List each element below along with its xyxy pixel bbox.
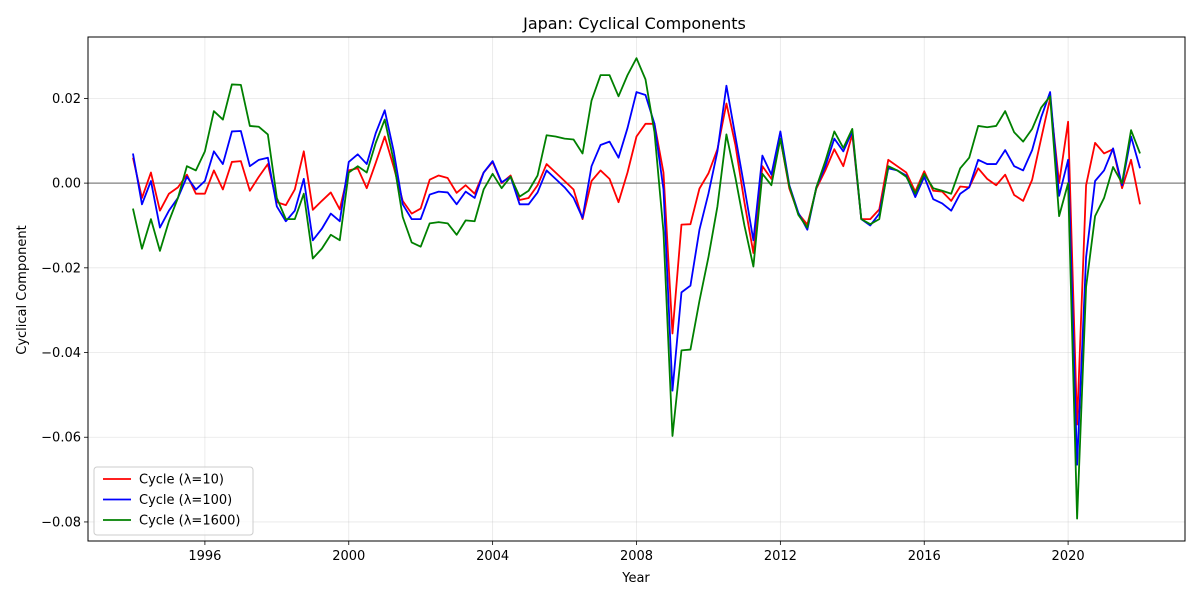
y-tick-label: −0.06 (41, 431, 81, 446)
y-tick-label: 0.02 (52, 92, 81, 107)
x-tick-label: 2012 (764, 549, 797, 564)
y-axis-title: Cyclical Component (15, 225, 30, 354)
series-lines (132, 57, 1141, 520)
series-line-2 (132, 84, 1141, 466)
legend-label: Cycle (λ=10) (139, 473, 224, 488)
x-tick-label: 1996 (188, 549, 221, 564)
x-axis-title: Year (621, 571, 650, 586)
series-line-3 (132, 57, 1141, 520)
x-axis: 1996 2000 2004 2008 2012 2016 2020 (188, 541, 1085, 564)
grid-lines (88, 37, 1185, 541)
y-tick-label: −0.02 (41, 261, 81, 276)
legend: Cycle (λ=10) Cycle (λ=100) Cycle (λ=1600) (93, 466, 254, 536)
legend-label: Cycle (λ=100) (139, 493, 232, 508)
x-tick-label: 2020 (1052, 549, 1085, 564)
y-tick-label: 0.00 (52, 177, 81, 192)
x-tick-label: 2004 (476, 549, 509, 564)
x-tick-label: 2000 (332, 549, 365, 564)
x-tick-label: 2016 (908, 549, 941, 564)
legend-box (93, 466, 254, 536)
x-tick-label: 2008 (620, 549, 653, 564)
legend-label: Cycle (λ=1600) (139, 514, 240, 529)
y-tick-label: −0.08 (41, 515, 81, 530)
chart-title: Japan: Cyclical Components (522, 14, 746, 33)
y-axis: −0.08 −0.06 −0.04 −0.02 0.00 0.02 (41, 92, 88, 530)
y-tick-label: −0.04 (41, 346, 81, 361)
